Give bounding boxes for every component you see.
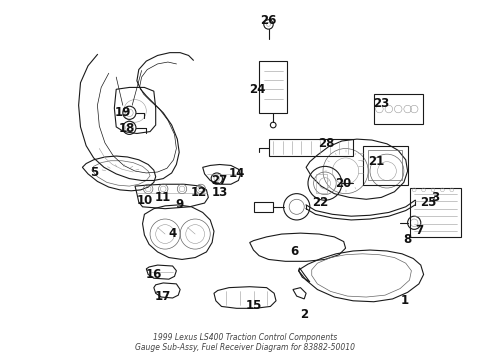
Text: 26: 26 (260, 14, 277, 27)
Text: 27: 27 (212, 174, 228, 187)
Text: 23: 23 (373, 97, 390, 110)
Text: 16: 16 (146, 268, 162, 281)
Text: 9: 9 (175, 198, 183, 211)
Text: 24: 24 (249, 83, 266, 96)
Text: 15: 15 (245, 299, 262, 312)
Text: 7: 7 (415, 224, 423, 237)
Text: 17: 17 (155, 289, 172, 303)
Text: 5: 5 (91, 166, 98, 179)
Text: 12: 12 (191, 186, 207, 199)
Text: 25: 25 (420, 195, 437, 208)
Text: 28: 28 (318, 137, 335, 150)
Bar (316, 174, 327, 193)
Text: 19: 19 (115, 106, 131, 119)
Text: 22: 22 (312, 195, 328, 208)
Text: 6: 6 (291, 246, 299, 258)
Text: 4: 4 (169, 227, 177, 240)
Text: 1999 Lexus LS400 Traction Control Components
Gauge Sub-Assy, Fuel Receiver Diagr: 1999 Lexus LS400 Traction Control Compon… (135, 333, 355, 352)
Text: 21: 21 (368, 155, 385, 168)
Text: 18: 18 (119, 122, 135, 135)
Bar (259, 61, 287, 113)
Bar (368, 150, 402, 180)
Text: 1: 1 (401, 294, 409, 307)
Bar (269, 139, 353, 156)
Text: 3: 3 (431, 191, 439, 204)
Bar (374, 94, 423, 124)
Text: 2: 2 (300, 309, 308, 321)
Bar (363, 146, 408, 185)
Text: 11: 11 (155, 191, 172, 204)
Text: 14: 14 (228, 167, 245, 180)
Bar (254, 202, 273, 211)
Text: 8: 8 (403, 233, 412, 246)
Text: 10: 10 (136, 194, 152, 207)
Bar (410, 188, 461, 237)
Text: 20: 20 (335, 177, 351, 190)
Text: 13: 13 (212, 186, 228, 199)
